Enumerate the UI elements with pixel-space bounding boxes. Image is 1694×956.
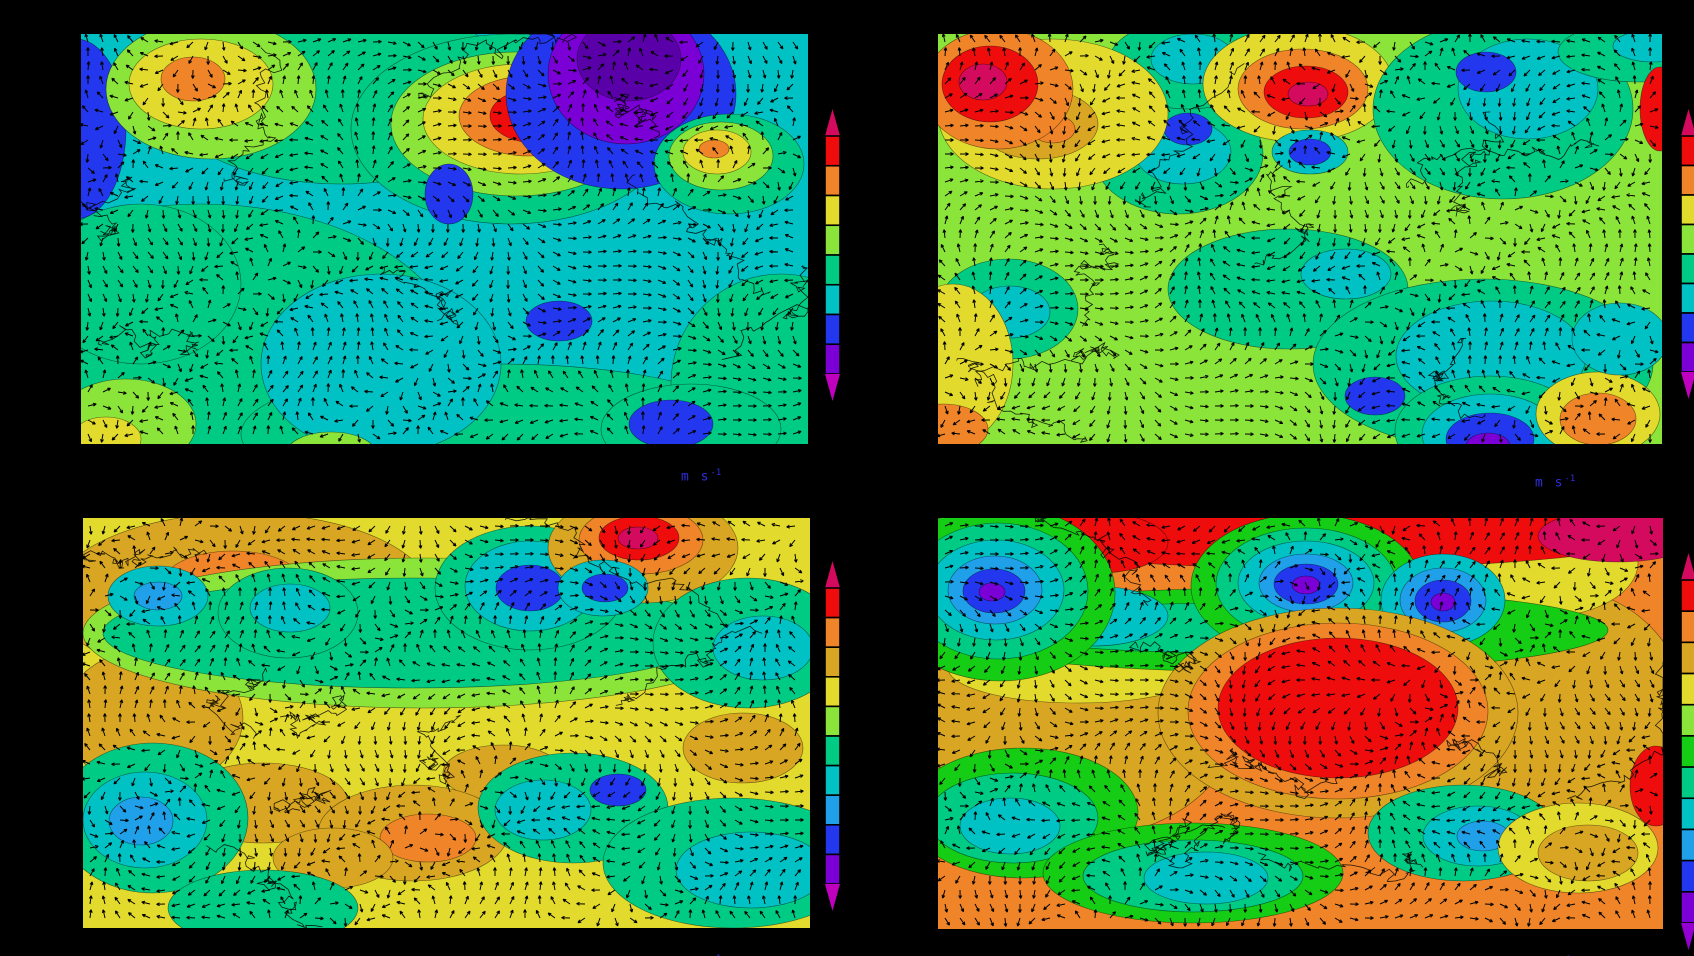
contour-fills: [938, 518, 1663, 924]
units-text: m s: [681, 469, 711, 485]
colorbar-box-gold: [825, 646, 840, 678]
colorbar-top-arrow: [825, 109, 840, 136]
colorbar-box-cyan: [1681, 282, 1694, 314]
colorbar-box-purple: [825, 343, 840, 375]
coastlines: [1034, 518, 1663, 882]
colorbar-box-blue: [825, 823, 840, 856]
colorbar-bottom-left: [825, 561, 840, 911]
colorbar-box-red: [825, 135, 840, 167]
coastlines: [81, 34, 808, 360]
colorbar-box-yellow: [825, 194, 840, 227]
colorbar-box-purple: [1681, 341, 1694, 373]
colorbar-box-skyblue: [1681, 828, 1694, 862]
vector-arrows: [83, 518, 804, 927]
units-label: m s-1: [1535, 474, 1575, 490]
colorbar-bottom-arrow: [825, 884, 840, 911]
colorbar-box-yellowgreen: [1681, 223, 1694, 255]
units-exponent: -1: [710, 468, 722, 478]
contour-fills: [938, 34, 1662, 444]
units-label: m s-1: [681, 468, 721, 484]
colorbar-box-cyan: [825, 283, 840, 316]
vector-arrows: [938, 518, 1659, 927]
colorbar-box-orange: [1681, 610, 1694, 644]
colorbar-box-red: [1681, 579, 1694, 612]
colorbar-top-arrow: [1681, 553, 1694, 580]
colorbar-box-springgreen: [825, 735, 840, 767]
colorbar-box-blue: [1681, 859, 1694, 893]
units-text: m s: [1535, 475, 1565, 491]
colorbar-box-springgreen: [1681, 253, 1694, 285]
colorbar-box-orange: [825, 616, 840, 648]
colorbar-box-cyan: [1681, 797, 1694, 831]
wind-map-bottom-left: [83, 518, 810, 928]
colorbar-box-yellow: [1681, 672, 1694, 706]
colorbar-box-skyblue: [825, 794, 840, 826]
colorbar-box-springgreen: [1681, 766, 1694, 800]
colorbar-box-red: [1681, 135, 1694, 167]
colorbar-box-purple: [825, 853, 840, 885]
colorbar-top-arrow: [1681, 109, 1694, 136]
colorbar-box-orange: [825, 164, 840, 197]
colorbar-box-purple: [1681, 891, 1694, 924]
colorbar-bottom-arrow: [825, 374, 840, 401]
colorbar-bottom-arrow: [1681, 372, 1694, 399]
colorbar-bottom-arrow: [1681, 923, 1694, 950]
colorbar-top-right: [1681, 109, 1694, 399]
colorbar-box-yellow: [1681, 194, 1694, 226]
colorbar-top-arrow: [825, 561, 840, 588]
colorbar-box-orange: [1681, 164, 1694, 196]
units-exponent: -1: [1564, 474, 1576, 484]
colorbar-box-yellowgreen: [825, 705, 840, 737]
vector-arrows: [81, 34, 802, 443]
colorbar-box-red: [825, 587, 840, 619]
colorbar-box-gold: [1681, 641, 1694, 675]
wind-map-top-right: [938, 34, 1662, 444]
colorbar-bottom-right: [1681, 553, 1694, 950]
colorbar-box-blue: [825, 313, 840, 346]
colorbar-top-left: [825, 109, 840, 401]
colorbar-box-cyan: [825, 764, 840, 797]
colorbar-box-yellowgreen: [1681, 703, 1694, 737]
colorbar-box-yellowgreen: [825, 224, 840, 256]
colorbar-box-yellow: [825, 676, 840, 708]
colorbar-box-green: [1681, 735, 1694, 768]
colorbar-box-blue: [1681, 312, 1694, 344]
units-exponent: -1: [710, 954, 721, 956]
colorbar-box-springgreen: [825, 254, 840, 286]
wind-map-top-left: [81, 34, 808, 444]
wind-map-bottom-right: [938, 518, 1663, 929]
vector-arrows: [938, 34, 1659, 443]
